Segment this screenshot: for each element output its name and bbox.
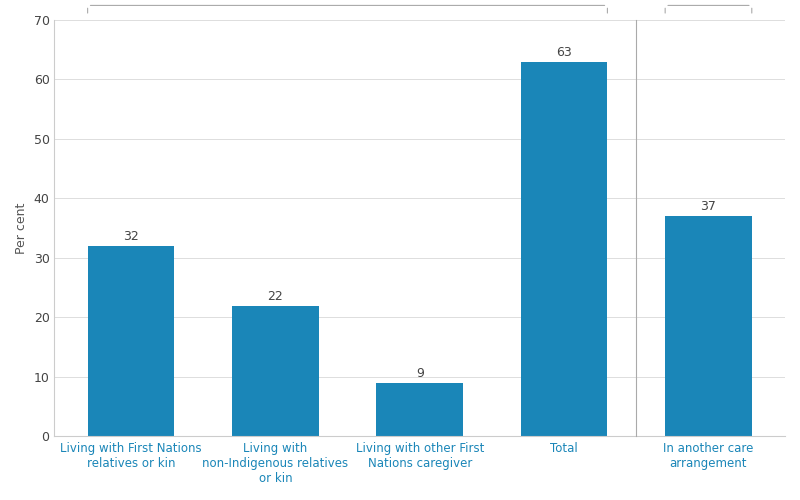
Bar [88,246,174,436]
Bar [376,383,463,436]
Bar [232,306,318,436]
Y-axis label: Per cent: Per cent [15,202,28,254]
Bar [521,62,607,436]
Text: 63: 63 [556,46,572,59]
Text: 22: 22 [267,290,283,302]
Bar [665,216,752,436]
Text: 37: 37 [701,200,717,213]
Text: 9: 9 [416,367,424,380]
Text: 32: 32 [123,230,139,243]
